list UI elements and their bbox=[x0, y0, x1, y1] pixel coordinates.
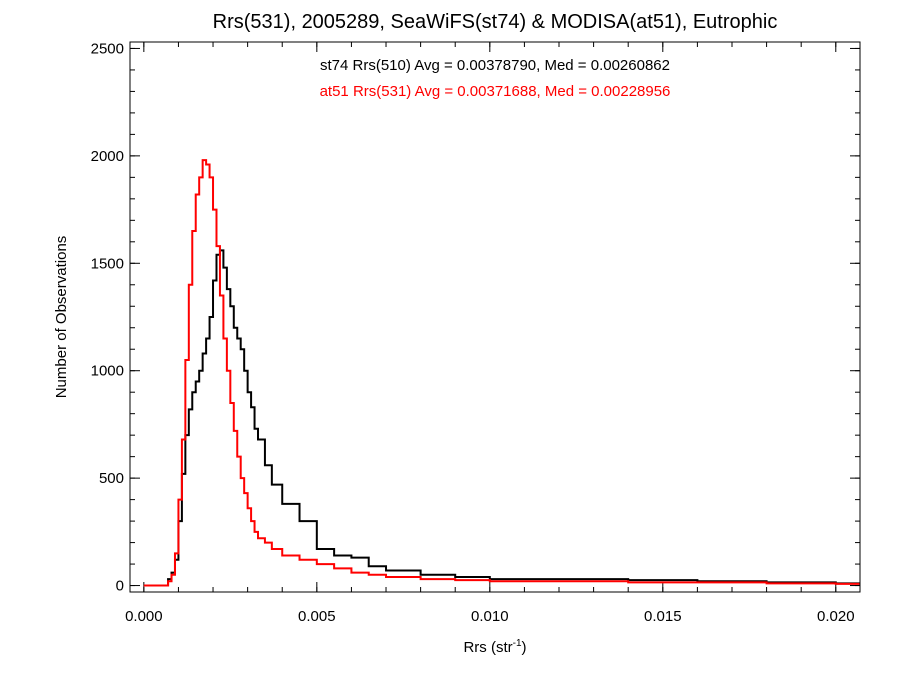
x-axis-title-sup: -1 bbox=[513, 638, 522, 649]
x-tick-label: 0.015 bbox=[644, 608, 682, 625]
x-tick-label: 0.020 bbox=[817, 608, 855, 625]
y-axis-title: Number of Observations bbox=[53, 236, 70, 399]
plot-frame bbox=[129, 41, 861, 593]
x-tick-label: 0.010 bbox=[471, 608, 509, 625]
y-tick-label: 0 bbox=[116, 578, 124, 595]
y-tick-label: 500 bbox=[99, 470, 124, 487]
x-tick-label: 0.000 bbox=[125, 608, 163, 625]
series-st74-line bbox=[143, 249, 860, 587]
chart-title: Rrs(531), 2005289, SeaWiFS(st74) & MODIS… bbox=[213, 11, 778, 33]
x-axis-title: Rrs (str-1) bbox=[463, 638, 526, 656]
y-tick-label: 1500 bbox=[91, 255, 124, 272]
x-axis-title-close: ) bbox=[522, 639, 527, 656]
y-tick-label: 1000 bbox=[91, 363, 124, 380]
y-tick-label: 2500 bbox=[91, 40, 124, 57]
series-at51-line bbox=[143, 159, 860, 587]
y-tick-labels: 0 500 1000 1500 2000 2500 bbox=[91, 40, 124, 594]
y-tick-label: 2000 bbox=[91, 148, 124, 165]
x-tick-labels: 0.000 0.005 0.010 0.015 0.020 bbox=[125, 608, 854, 625]
series-layer bbox=[143, 159, 860, 587]
axis-ticks bbox=[130, 42, 860, 592]
x-axis-title-main: Rrs (str bbox=[463, 639, 512, 656]
annotation-at51: at51 Rrs(531) Avg = 0.00371688, Med = 0.… bbox=[320, 83, 671, 100]
x-tick-label: 0.005 bbox=[298, 608, 336, 625]
annotation-st74: st74 Rrs(510) Avg = 0.00378790, Med = 0.… bbox=[320, 57, 670, 74]
